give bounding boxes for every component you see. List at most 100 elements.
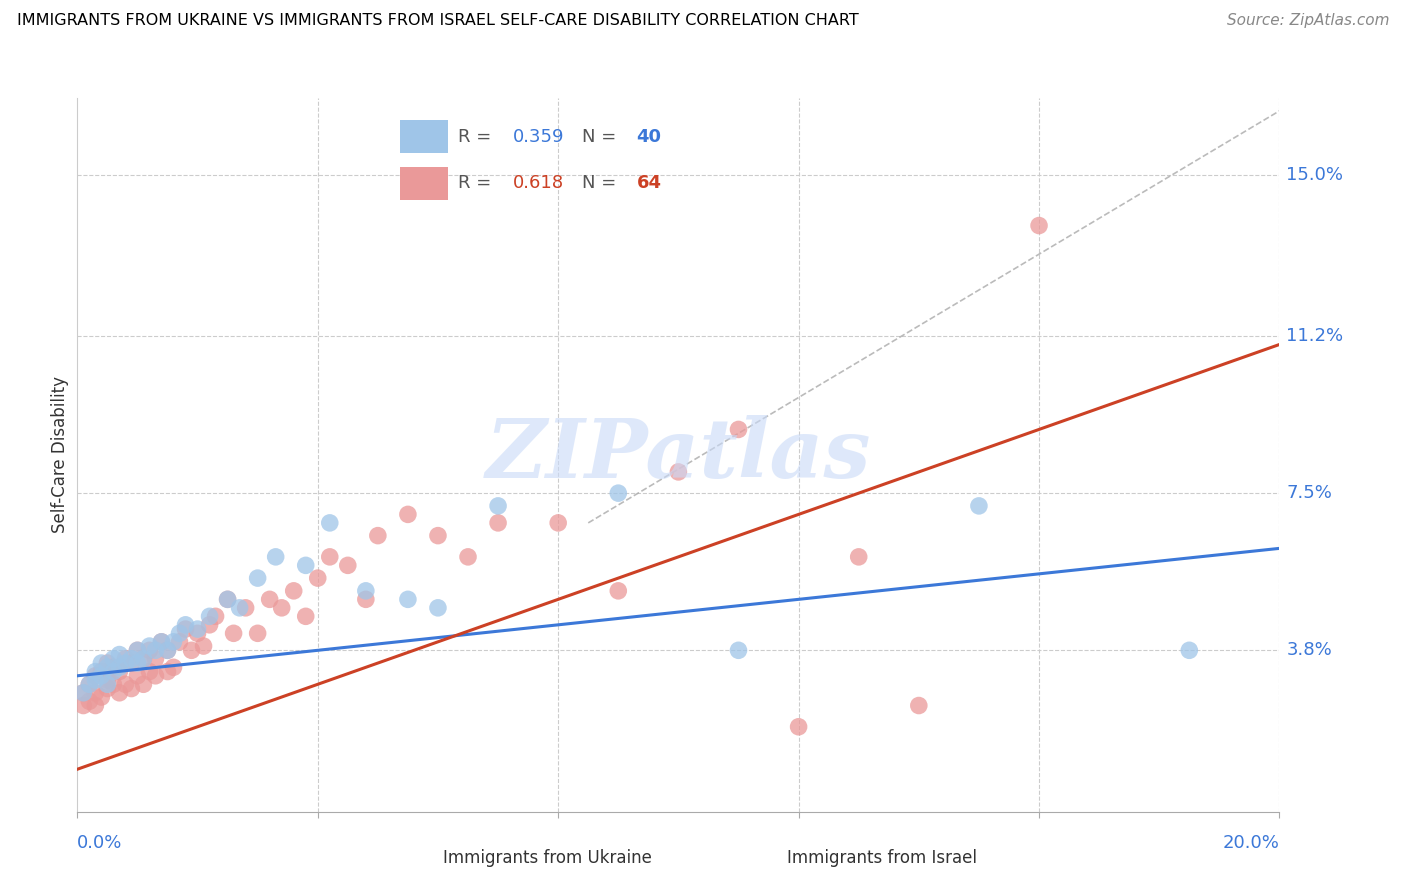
Point [96, 677, 118, 691]
Point [198, 617, 221, 632]
Point [145, 643, 167, 657]
Point [132, 652, 155, 666]
Point [217, 592, 239, 607]
Text: Immigrants from Ukraine: Immigrants from Ukraine [422, 849, 651, 867]
Point [145, 669, 167, 683]
Point [156, 665, 179, 679]
Point [120, 681, 142, 696]
Point [228, 600, 250, 615]
Point [108, 665, 131, 679]
Point [727, 422, 749, 436]
Point [787, 720, 810, 734]
Point [727, 643, 749, 657]
Point [127, 656, 149, 670]
Point [96, 681, 118, 696]
Point [547, 516, 569, 530]
Point [354, 583, 377, 598]
Point [294, 609, 316, 624]
Point [96, 656, 118, 670]
Point [103, 665, 125, 679]
Point [396, 592, 419, 607]
Point [108, 648, 131, 662]
Text: 15.0%: 15.0% [1286, 166, 1344, 184]
Point [486, 499, 509, 513]
Point [180, 643, 202, 657]
Point [1028, 219, 1050, 233]
Point [90, 669, 112, 683]
Point [72, 698, 94, 713]
Point [222, 626, 245, 640]
Point [156, 643, 179, 657]
Point [354, 592, 377, 607]
Point [367, 528, 389, 542]
Point [204, 609, 226, 624]
Point [1178, 643, 1201, 657]
Point [319, 516, 342, 530]
Text: 3.8%: 3.8% [1286, 641, 1333, 659]
Point [114, 652, 136, 666]
Point [150, 635, 173, 649]
Point [120, 652, 142, 666]
Point [235, 600, 257, 615]
Text: Immigrants from Israel: Immigrants from Israel [766, 849, 977, 867]
Point [103, 652, 125, 666]
Y-axis label: Self-Care Disability: Self-Care Disability [51, 376, 69, 533]
Point [294, 558, 316, 573]
Point [283, 583, 305, 598]
Point [169, 626, 191, 640]
Point [264, 549, 287, 564]
Point [396, 508, 419, 522]
Point [336, 558, 359, 573]
Text: 20.0%: 20.0% [1223, 834, 1279, 852]
Text: IMMIGRANTS FROM UKRAINE VS IMMIGRANTS FROM ISRAEL SELF-CARE DISABILITY CORRELATI: IMMIGRANTS FROM UKRAINE VS IMMIGRANTS FR… [17, 13, 859, 29]
Point [127, 643, 149, 657]
Point [90, 665, 112, 679]
Point [198, 609, 221, 624]
Point [138, 643, 160, 657]
Point [132, 677, 155, 691]
Point [186, 626, 209, 640]
Point [259, 592, 281, 607]
Point [72, 686, 94, 700]
Point [967, 499, 990, 513]
Point [607, 583, 630, 598]
Point [427, 528, 450, 542]
Point [486, 516, 509, 530]
Point [138, 665, 160, 679]
Point [848, 549, 870, 564]
Point [96, 660, 118, 674]
Point [427, 600, 450, 615]
Point [108, 660, 131, 674]
Text: 11.2%: 11.2% [1286, 327, 1344, 345]
Point [103, 660, 125, 674]
Point [79, 677, 101, 691]
Point [84, 665, 107, 679]
Point [174, 622, 197, 636]
Point [79, 694, 101, 708]
Point [84, 686, 107, 700]
Text: Source: ZipAtlas.com: Source: ZipAtlas.com [1226, 13, 1389, 29]
Point [138, 639, 160, 653]
Text: ZIPatlas: ZIPatlas [485, 415, 872, 495]
Point [114, 656, 136, 670]
Point [127, 669, 149, 683]
Point [79, 677, 101, 691]
Point [246, 571, 269, 585]
Point [457, 549, 479, 564]
Point [319, 549, 342, 564]
Point [908, 698, 931, 713]
Point [132, 652, 155, 666]
Point [84, 698, 107, 713]
Point [108, 686, 131, 700]
Point [217, 592, 239, 607]
Text: 7.5%: 7.5% [1286, 484, 1333, 502]
Point [162, 660, 184, 674]
Point [84, 673, 107, 687]
Point [307, 571, 329, 585]
Point [246, 626, 269, 640]
Point [90, 690, 112, 704]
Point [186, 622, 209, 636]
Point [607, 486, 630, 500]
Point [150, 635, 173, 649]
Point [90, 656, 112, 670]
